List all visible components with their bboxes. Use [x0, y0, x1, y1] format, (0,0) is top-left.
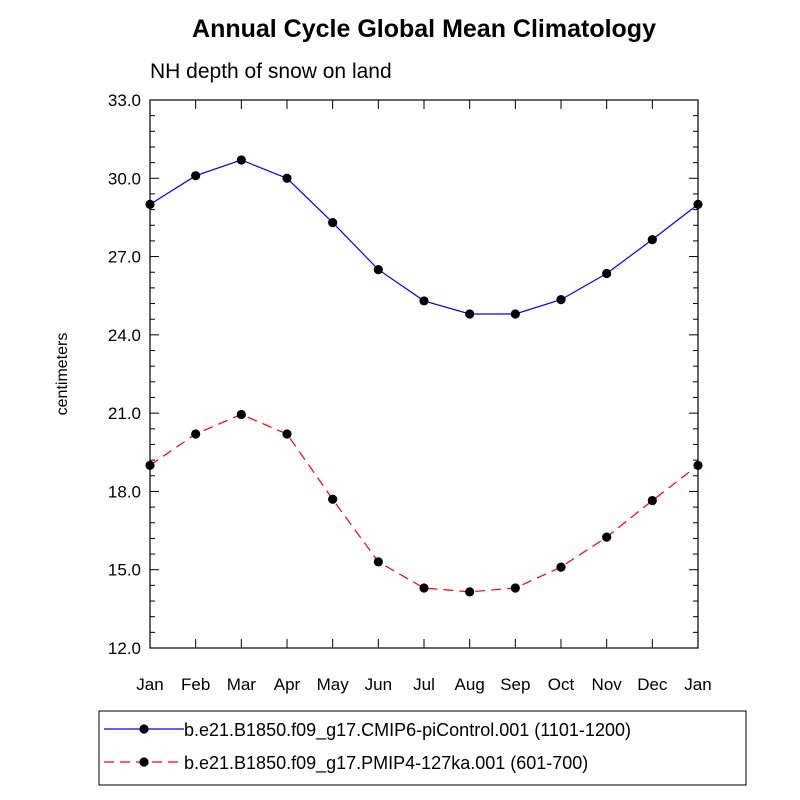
- x-tick-label: Apr: [274, 675, 301, 694]
- x-tick-label: Jul: [413, 675, 435, 694]
- legend-label-2: b.e21.B1850.f09_g17.PMIP4-127ka.001 (601…: [184, 753, 588, 774]
- y-tick-label: 24.0: [108, 326, 141, 345]
- x-tick-label: Oct: [548, 675, 575, 694]
- y-tick-label: 12.0: [108, 639, 141, 658]
- legend: b.e21.B1850.f09_g17.CMIP6-piControl.001 …: [98, 710, 747, 786]
- series-2-point: [419, 583, 429, 593]
- chart-subtitle: NH depth of snow on land: [150, 60, 392, 83]
- x-tick-label: May: [317, 675, 350, 694]
- series-2-point: [282, 429, 292, 439]
- series-2-point: [328, 494, 338, 504]
- series-2-point: [647, 495, 657, 506]
- y-tick-label: 21.0: [108, 404, 141, 423]
- x-tick-label: Aug: [455, 675, 485, 694]
- y-tick-label: 33.0: [108, 91, 141, 110]
- y-tick-label: 30.0: [108, 169, 141, 188]
- legend-marker-2: [139, 757, 149, 767]
- series-1-point: [282, 173, 292, 183]
- x-tick-labels: Jan Feb Mar Apr May Jun Jul Aug Sep Oct Nov Dec Jan: [136, 675, 711, 694]
- series-1-point: [510, 309, 520, 319]
- legend-box: [98, 710, 747, 786]
- x-tick-label: Dec: [637, 675, 668, 694]
- series-line-2: [149, 413, 699, 593]
- x-tick-label: Feb: [181, 675, 210, 694]
- plot-area: 12.0 15.0 18.0 21.0 24.0 27.0 30.0 33.0 Jan Feb M…: [108, 91, 712, 694]
- y-tick-labels: 12.0 15.0 18.0 21.0 24.0 27.0 30.0 33.0: [108, 91, 141, 658]
- legend-label-1: b.e21.B1850.f09_g17.CMIP6-piControl.001 …: [184, 720, 631, 741]
- series-2-point: [510, 583, 520, 593]
- series-1-point: [419, 296, 429, 306]
- series-1-point: [191, 171, 201, 181]
- series-2-point: [373, 557, 383, 567]
- x-tick-label: Jan: [136, 675, 163, 694]
- legend-entries: b.e21.B1850.f09_g17.CMIP6-piControl.001 …: [104, 720, 631, 774]
- series-1-point: [328, 218, 338, 228]
- tick-marks: [149, 99, 699, 649]
- series-2-point: [236, 409, 246, 420]
- x-tick-label: Nov: [592, 675, 623, 694]
- series-1-point: [465, 309, 475, 319]
- x-tick-label: Jan: [684, 675, 711, 694]
- series-layer: [145, 155, 703, 597]
- series-1-point: [556, 295, 566, 305]
- series-2-point: [602, 532, 612, 542]
- series-1-point: [236, 155, 246, 165]
- series-2-point: [191, 429, 201, 439]
- y-tick-label: 27.0: [108, 248, 141, 267]
- series-line-1: [149, 159, 699, 315]
- plot-frame: [149, 99, 699, 649]
- series-1-point: [602, 268, 612, 279]
- series-2-point: [556, 562, 566, 572]
- series-2-point: [465, 587, 475, 597]
- x-tick-label: Mar: [227, 675, 257, 694]
- y-tick-label: 15.0: [108, 561, 141, 580]
- x-tick-label: Jun: [365, 675, 392, 694]
- legend-marker-1: [139, 724, 149, 734]
- y-tick-label: 18.0: [108, 482, 141, 501]
- series-1-point: [373, 265, 383, 275]
- series-1-point: [647, 235, 657, 245]
- x-tick-label: Sep: [500, 675, 530, 694]
- y-axis-label: centimeters: [54, 333, 71, 416]
- chart-title: Annual Cycle Global Mean Climatology: [192, 15, 656, 43]
